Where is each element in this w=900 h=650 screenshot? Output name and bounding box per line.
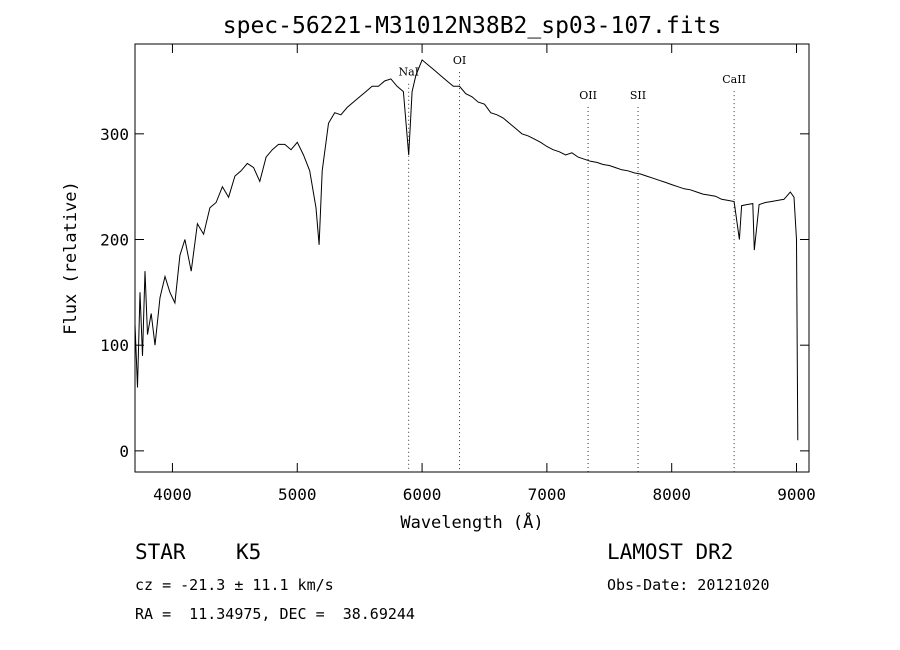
x-tick-label: 4000	[153, 485, 192, 504]
chart-title: spec-56221-M31012N38B2_sp03-107.fits	[223, 13, 722, 39]
coordinates-text: RA = 11.34975, DEC = 38.69244	[135, 605, 415, 623]
y-tick-label: 300	[100, 125, 129, 144]
x-tick-label: 8000	[652, 485, 691, 504]
y-tick-label: 200	[100, 231, 129, 250]
x-tick-label: 5000	[278, 485, 317, 504]
spectral-line-label: OII	[579, 89, 597, 102]
y-tick-label: 100	[100, 336, 129, 355]
spectral-line-label: NaI	[398, 66, 419, 79]
spectral-line-label: CaII	[722, 73, 746, 86]
spectrum-series-line	[134, 59, 799, 441]
observation-date: Obs-Date: 20121020	[607, 576, 770, 594]
spectral-line-label: SII	[630, 89, 646, 102]
survey-name: LAMOST DR2	[607, 540, 734, 564]
redshift-text: cz = -21.3 ± 11.1 km/s	[135, 576, 334, 594]
x-tick-label: 7000	[528, 485, 567, 504]
x-axis-label: Wavelength (Å)	[400, 511, 543, 533]
object-class: STAR	[135, 540, 186, 564]
x-tick-label: 9000	[777, 485, 816, 504]
plot-frame	[134, 43, 810, 473]
object-subclass: K5	[236, 540, 262, 564]
spectral-line-label: OI	[453, 54, 466, 67]
y-axis-label: Flux (relative)	[61, 181, 81, 335]
x-tick-label: 6000	[403, 485, 442, 504]
y-tick-label: 0	[119, 442, 129, 461]
